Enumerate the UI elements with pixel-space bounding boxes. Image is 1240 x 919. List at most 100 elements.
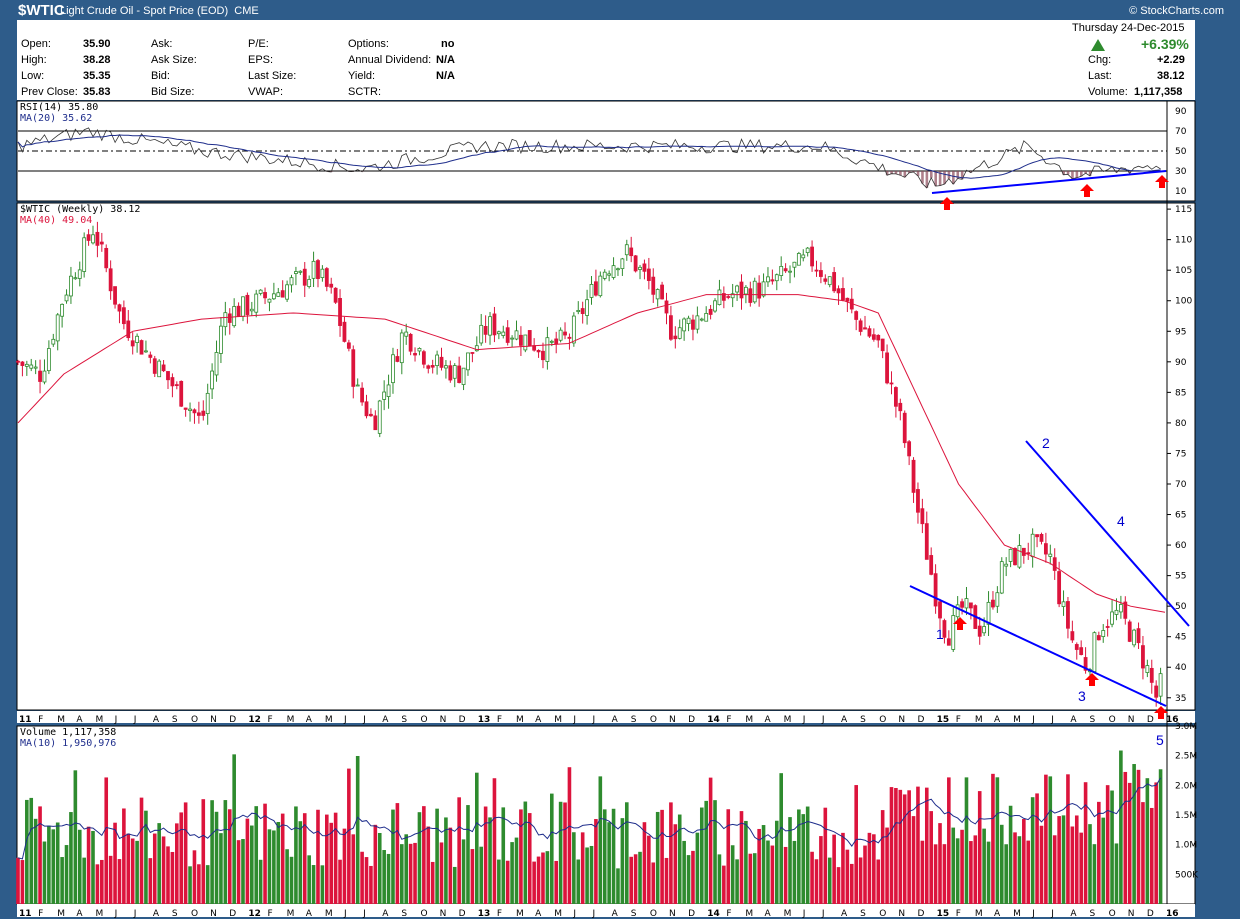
volume-bar xyxy=(395,803,400,904)
volume-bar xyxy=(907,790,911,904)
volume-bar xyxy=(805,806,810,904)
chg-label: Chg: xyxy=(1088,54,1112,66)
volume-bar xyxy=(880,810,885,904)
volume-bar xyxy=(1035,793,1039,904)
candle-body xyxy=(739,281,744,299)
price-axis-month-label: M xyxy=(516,715,524,725)
volume-bar xyxy=(1070,826,1075,904)
volume-bar xyxy=(16,857,20,904)
volume-bar xyxy=(355,755,360,904)
candle-body xyxy=(810,246,814,267)
candle-body xyxy=(254,293,259,313)
volume-bar xyxy=(1132,764,1136,904)
price-axis-month-label: S xyxy=(172,715,178,725)
volume-bar xyxy=(589,845,594,904)
volume-bar xyxy=(38,806,42,904)
candle-body xyxy=(744,286,748,295)
candle-body xyxy=(616,268,620,271)
price-axis-month-label: J xyxy=(821,715,825,725)
volume-bar xyxy=(647,835,651,904)
price-axis-month-label: F xyxy=(268,715,273,725)
price-axis-year-label: 14 xyxy=(707,715,720,725)
volume-bar xyxy=(329,822,334,904)
volume-bar xyxy=(307,855,311,904)
price-axis-month-label: A xyxy=(153,715,160,725)
rsi-oversold-fill xyxy=(925,171,929,188)
volume-axis-month-label: M xyxy=(1013,909,1021,919)
volume-bar xyxy=(863,845,867,904)
candle-body xyxy=(1101,630,1106,637)
volume-bar xyxy=(400,844,404,904)
price-axis-month-label: S xyxy=(631,715,637,725)
brand-link[interactable]: © StockCharts.com xyxy=(1129,5,1224,17)
candle-body xyxy=(188,408,192,411)
volume-bar xyxy=(752,853,757,904)
candle-body xyxy=(774,274,779,282)
price-axis-month-label: D xyxy=(229,715,236,725)
candle-body xyxy=(46,348,51,372)
volume-bar xyxy=(942,844,947,904)
rsi-oversold-fill xyxy=(903,171,907,178)
candle-body xyxy=(607,273,612,276)
price-layer xyxy=(16,221,1166,707)
volume-bar xyxy=(669,802,673,904)
candle-body xyxy=(271,293,276,300)
candle-body xyxy=(20,361,25,366)
volume-bar xyxy=(797,809,801,904)
candle-body xyxy=(955,604,960,618)
volume-bar xyxy=(1044,774,1048,904)
candle-body xyxy=(1039,534,1044,542)
high-value: 38.28 xyxy=(83,54,111,66)
volume-bar xyxy=(236,840,241,904)
volume-bar xyxy=(461,839,466,904)
candle-body xyxy=(289,277,294,286)
rsi-tick-label: 50 xyxy=(1175,147,1187,157)
volume-bar xyxy=(541,852,545,904)
volume-bar xyxy=(223,800,228,904)
volume-bar xyxy=(867,832,872,904)
volume-bar xyxy=(391,809,395,904)
candle-body xyxy=(783,268,788,272)
wave-label-4: 4 xyxy=(1117,513,1125,529)
volume-bar xyxy=(113,822,117,904)
volume-bar xyxy=(86,826,91,904)
candle-body xyxy=(673,335,678,340)
candle-body xyxy=(876,334,881,341)
rsi-legend: RSI(14) 35.80 xyxy=(20,102,98,113)
volume-axis-month-label: J xyxy=(572,909,576,919)
candle-body xyxy=(986,601,991,625)
volume-bar xyxy=(435,808,439,904)
volume-bar xyxy=(267,829,272,904)
volume-bar xyxy=(175,823,179,904)
candle-body xyxy=(911,459,916,493)
red-arrow-icon xyxy=(1080,184,1094,197)
volume-bar xyxy=(845,849,850,904)
candle-body xyxy=(598,275,603,297)
volume-bar xyxy=(475,772,479,904)
volume-bar xyxy=(219,833,223,904)
volume-axis-year-label: 13 xyxy=(478,909,491,919)
volume-axis-month-label: J xyxy=(592,909,596,919)
candle-body xyxy=(836,288,841,294)
volume-tick-label: 1.0M xyxy=(1175,841,1197,851)
volume-axis-year-label: 14 xyxy=(707,909,720,919)
volume-bar xyxy=(1119,750,1123,904)
volume-bar xyxy=(285,849,289,904)
candle-body xyxy=(223,312,228,328)
price-axis-month-label: O xyxy=(879,715,886,725)
volume-bar xyxy=(369,865,373,904)
candle-body xyxy=(580,308,585,314)
candle-body xyxy=(302,268,307,286)
volume-date-axis xyxy=(17,904,1195,917)
volume-bar xyxy=(1083,782,1088,904)
low-value: 35.35 xyxy=(83,70,111,82)
chart-header: $WTIC Light Crude Oil - Spot Price (EOD)… xyxy=(0,0,1240,20)
volume-bar xyxy=(973,835,978,904)
volume-bar xyxy=(470,849,475,904)
candle-body xyxy=(792,261,797,268)
volume-bar xyxy=(272,830,276,904)
candle-body xyxy=(907,441,912,457)
volume-axis-month-label: J xyxy=(343,909,347,919)
volume-bar xyxy=(386,853,391,904)
candle-body xyxy=(263,292,267,299)
